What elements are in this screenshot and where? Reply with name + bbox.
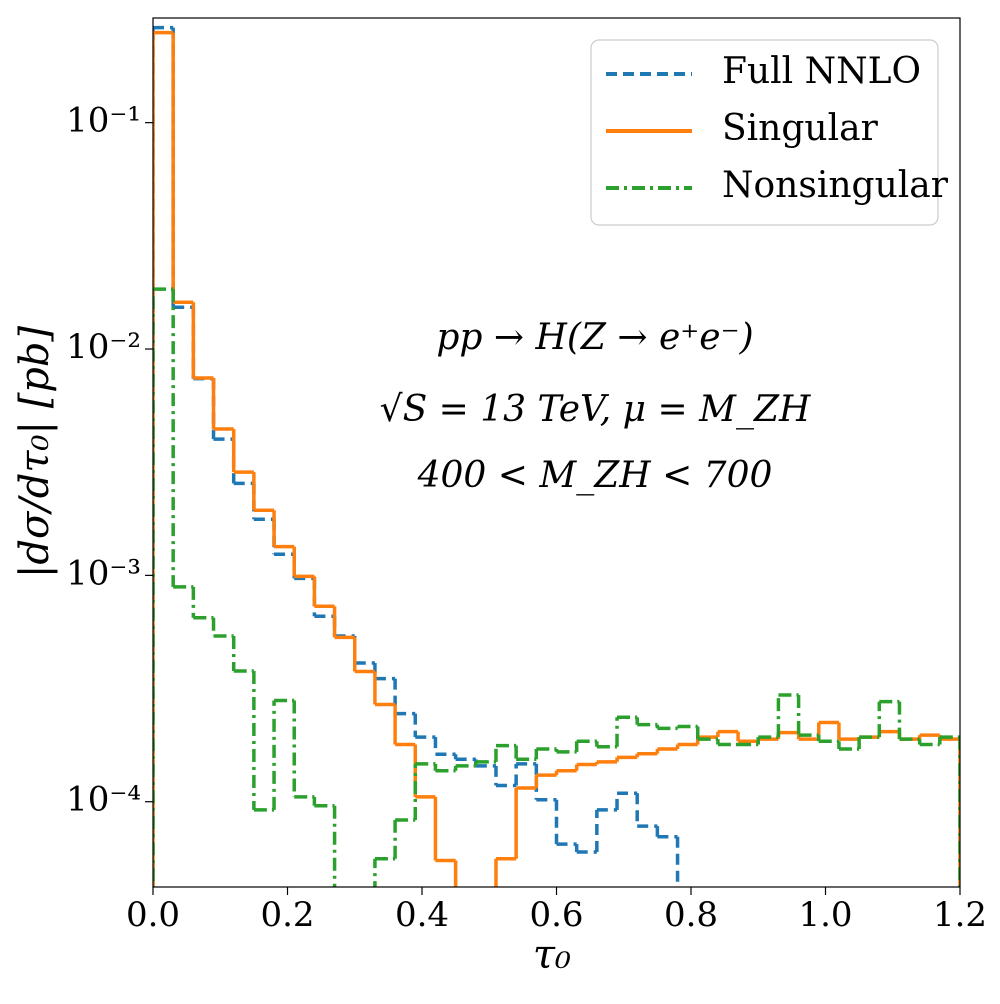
x-tick-label: 0.2 xyxy=(260,895,314,935)
legend-box xyxy=(590,39,939,226)
y-tick-label: 10⁻¹ xyxy=(66,101,141,141)
y-tick-label: 10⁻³ xyxy=(66,553,141,593)
annotation: 400 < M_ZH < 700 xyxy=(417,455,773,496)
y-axis-label: |dσ/dτ₀| [pb] xyxy=(12,325,58,578)
legend: Full NNLO Singular Nonsingular xyxy=(590,39,949,226)
legend-label: Singular xyxy=(722,108,879,149)
x-axis-label: τ₀ xyxy=(533,932,571,978)
annotation: √S = 13 TeV, μ = M_ZH xyxy=(380,389,811,430)
legend-label: Nonsingular xyxy=(722,165,949,206)
legend-label: Full NNLO xyxy=(722,51,921,92)
x-tick-label: 0.8 xyxy=(664,895,718,935)
x-tick-label: 0.6 xyxy=(529,895,583,935)
x-tick-label: 1.0 xyxy=(798,895,852,935)
plot-area xyxy=(153,25,960,887)
x-tick-label: 1.2 xyxy=(933,895,987,935)
y-tick-label: 10⁻⁴ xyxy=(66,780,141,820)
annotation: pp → H(Z → e⁺e⁻) xyxy=(436,317,753,358)
x-tick-label: 0.4 xyxy=(395,895,449,935)
x-tick-label: 0.0 xyxy=(126,895,180,935)
y-tick-label: 10⁻² xyxy=(66,327,141,367)
